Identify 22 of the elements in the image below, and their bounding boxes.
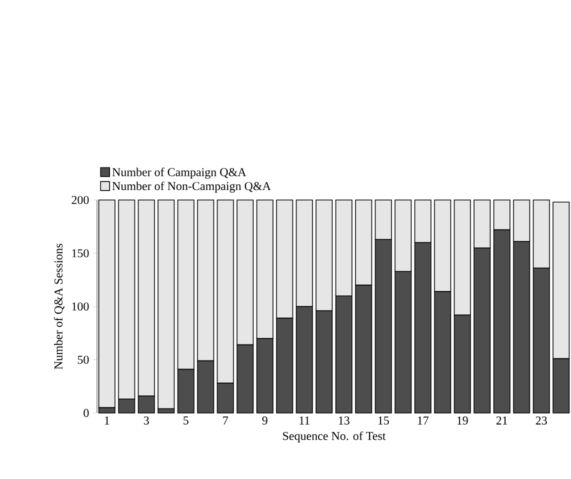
x-tick-label: 23	[536, 416, 547, 425]
x-tick-label: 3	[144, 416, 149, 425]
y-tick-label: 0	[84, 408, 89, 418]
x-tick-label: 15	[378, 416, 389, 425]
x-axis-title: Sequence No. of Test	[283, 431, 386, 442]
x-tick-label: 13	[338, 416, 350, 425]
legend-label: Number of Non-Campaign Q&A	[112, 182, 271, 193]
x-tick-label: 17	[418, 416, 429, 424]
x-tick-label: 9	[262, 416, 268, 425]
x-tick-label: 21	[496, 416, 508, 424]
y-tick-label: 200	[72, 196, 89, 204]
x-tick-label: 11	[300, 416, 310, 424]
legend-label: Number of Campaign Q&A	[112, 168, 246, 179]
x-tick-label: 1	[104, 416, 110, 424]
y-tick-label: 50	[78, 356, 89, 364]
x-tick-label: 19	[457, 416, 468, 425]
y-tick-label: 150	[72, 249, 89, 258]
y-axis-title: Number of Q&A Sessions	[54, 244, 64, 370]
x-tick-label: 7	[223, 416, 228, 424]
bar	[158, 200, 175, 410]
x-tick-label: 5	[184, 416, 188, 424]
y-tick-label: 100	[72, 302, 89, 311]
